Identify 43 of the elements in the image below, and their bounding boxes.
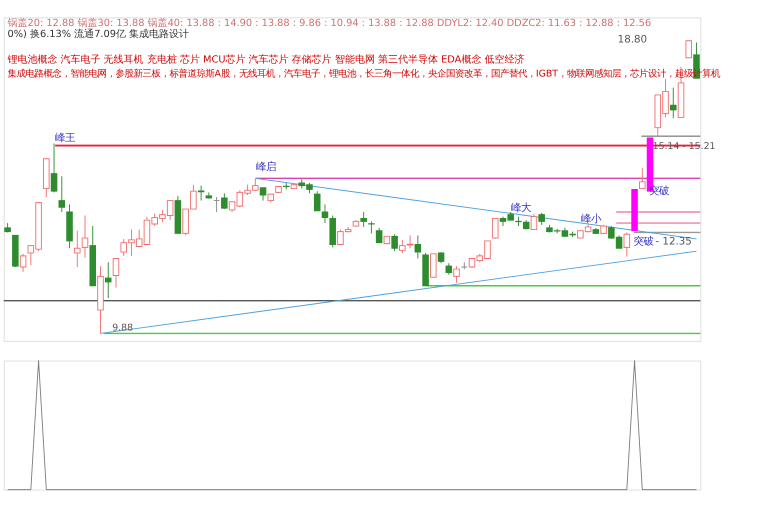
candlestick [368,220,375,234]
candlestick [522,220,530,230]
candlestick [391,234,398,252]
ref-line-label: 峰启 [256,160,276,173]
candlestick [82,215,88,258]
candlestick [492,218,499,240]
candlestick [446,262,452,276]
candlestick [624,232,630,258]
ref-line-label: 峰王 [55,132,76,144]
candlestick [414,234,422,259]
annotation: 突破 [633,236,654,248]
candlestick [438,252,444,264]
candlestick [360,212,367,228]
candlestick [538,212,545,226]
candlestick [198,185,204,202]
candlestick [322,204,328,224]
candlestick [376,227,382,244]
text: 0%) 换6.13% 流通7.09亿 集成电路设计 [7,28,190,40]
candlestick [58,176,66,212]
candlestick [221,192,228,210]
candlestick [213,196,220,212]
candlestick [515,216,522,227]
candlestick [530,213,538,230]
candlestick [453,266,460,284]
text: 锅盖20: 12.88 锅盖30: 13.88 锅盖40: 13.88 : 14.90 : 13.88 : 9.86 : 10.94 : 13.88 : 12.88 DDYL2: 12.40 DDZC2: 11.63 : 12.88 : 12.56 [6,16,652,29]
candlestick [74,230,81,268]
annotation: 峰小 [580,213,601,226]
candlestick [639,167,646,190]
candlestick [670,87,677,119]
candlestick [104,262,112,299]
candlestick [20,253,26,272]
annotation: 峰大 [510,202,531,214]
annotation: 18.80 [618,34,648,46]
candlestick [50,143,58,193]
candlestick [430,253,437,278]
annotation: 锂电池概念 汽车电子 无线耳机 充电桩 芯片 MCU芯片 汽车芯片 存储芯片 智能电网 第三代半导体 EDA概念 低空经济 [6,53,524,66]
candlestick [4,222,11,233]
candlestick [685,40,692,58]
candlestick [314,190,320,212]
annotation: 突破 [649,185,670,198]
annotation: - 12.35 [655,236,692,248]
candlestick [260,187,266,202]
candlestick [112,258,120,288]
